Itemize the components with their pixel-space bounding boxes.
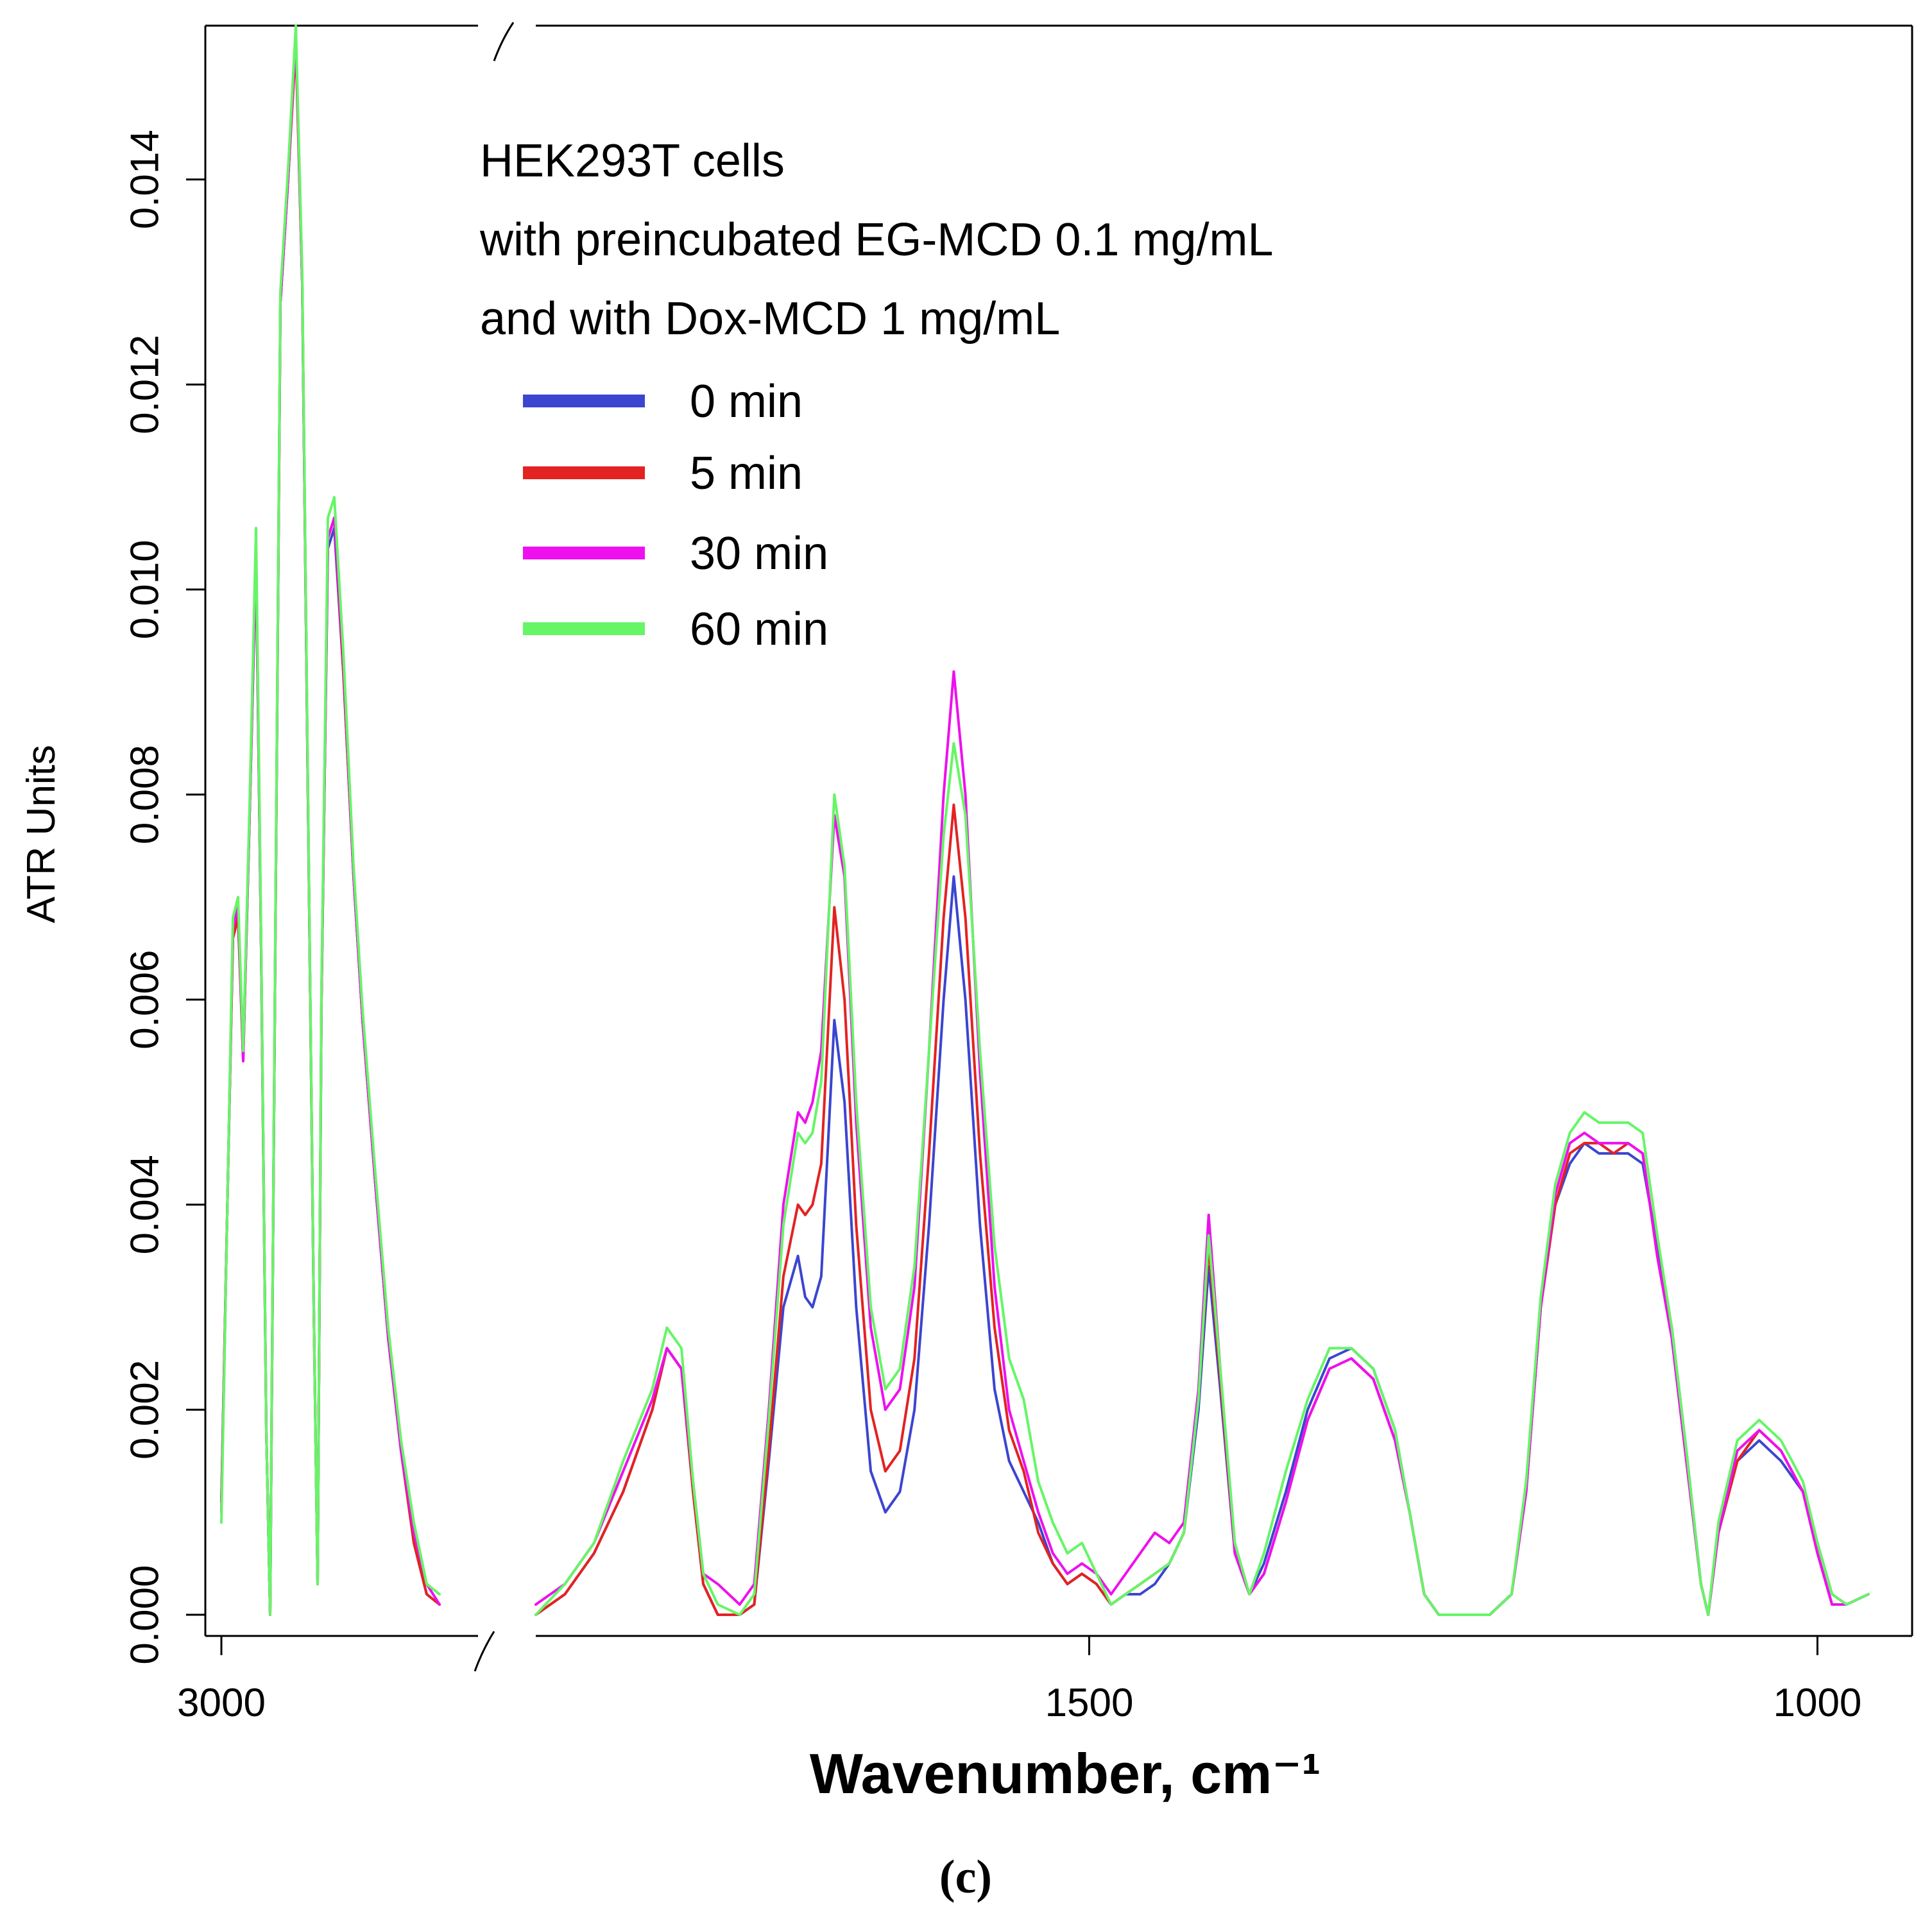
x-axis-label: Wavenumber, cm⁻¹ <box>810 1742 1321 1805</box>
series-layer <box>220 24 1870 1616</box>
series-line-60min-right <box>534 742 1870 1616</box>
y-axis-label: ATR Units <box>19 745 64 923</box>
y-tick-label: 0.006 <box>123 950 167 1050</box>
y-tick-label: 0.014 <box>123 130 167 229</box>
axis-break-mark-bottom <box>474 1631 495 1672</box>
title-line-3: and with Dox-MCD 1 mg/mL <box>480 293 1060 345</box>
title-line-2: with preincubated EG-MCD 0.1 mg/mL <box>479 214 1273 266</box>
x-tick-label: 3000 <box>177 1681 266 1725</box>
legend-label-30min: 30 min <box>690 528 828 579</box>
title-line-1: HEK293T cells <box>480 135 785 187</box>
y-tick-label: 0.004 <box>123 1155 167 1254</box>
figure-caption: (c) <box>939 1851 992 1903</box>
x-tick-label: 1500 <box>1045 1681 1134 1725</box>
x-axis: 3000 1500 1000 <box>177 1636 1861 1725</box>
chart-title: HEK293T cells with preincubated EG-MCD 0… <box>479 135 1273 345</box>
y-tick-label: 0.008 <box>123 745 167 844</box>
legend-label-0min: 0 min <box>690 376 803 427</box>
plot-frame <box>204 22 1913 1672</box>
y-tick-label: 0.000 <box>123 1565 167 1664</box>
y-tick-label: 0.012 <box>123 335 167 434</box>
axis-break-mark-top <box>493 22 515 62</box>
legend-label-5min: 5 min <box>690 448 803 499</box>
y-tick-label: 0.002 <box>123 1360 167 1460</box>
y-tick-label: 0.010 <box>123 540 167 639</box>
x-tick-label: 1000 <box>1773 1681 1861 1725</box>
legend-label-60min: 60 min <box>690 604 828 655</box>
series-line-60min-left <box>220 24 441 1616</box>
y-axis: 0.000 0.002 0.004 0.006 0.008 0.010 0.012 0.014 <box>123 130 205 1665</box>
legend: 0 min 5 min 30 min 60 min <box>523 376 828 655</box>
series-line-30min-right <box>534 670 1870 1616</box>
